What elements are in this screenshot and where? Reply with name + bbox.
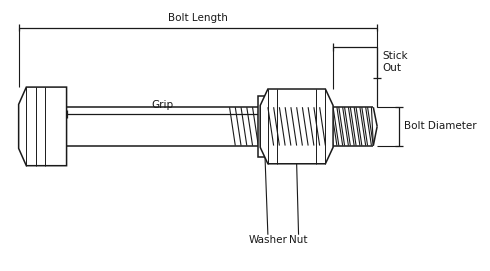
Text: Washer: Washer (248, 235, 287, 245)
Text: Grip: Grip (151, 100, 173, 110)
Bar (258, 96, 272, 157)
Bar (67, 107, 229, 146)
Polygon shape (19, 87, 67, 166)
Text: Bolt Diameter: Bolt Diameter (404, 121, 477, 131)
Text: Bolt Length: Bolt Length (168, 13, 228, 23)
Polygon shape (260, 89, 333, 164)
Text: Stick
Out: Stick Out (382, 51, 408, 73)
Text: Nut: Nut (289, 235, 308, 245)
